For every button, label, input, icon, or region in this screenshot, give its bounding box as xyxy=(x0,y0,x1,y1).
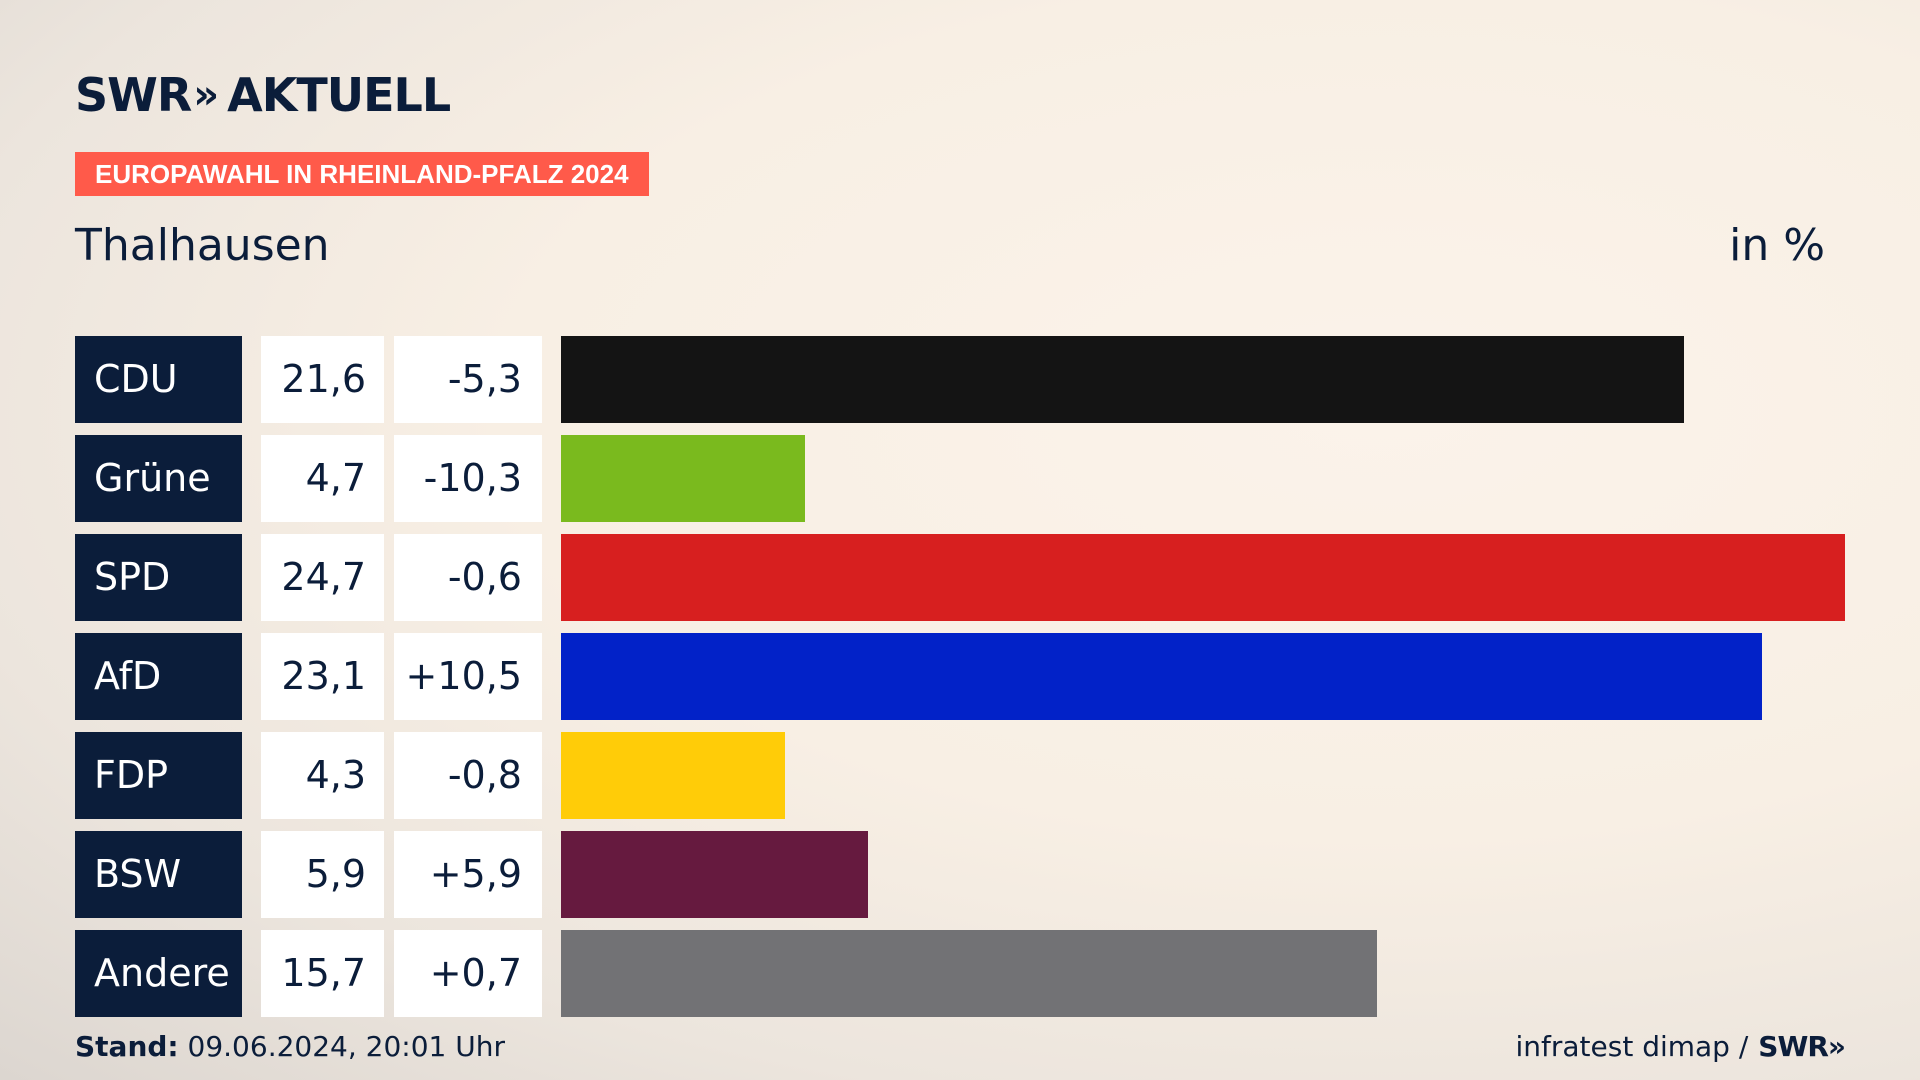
result-row: Andere 15,7 +0,7 xyxy=(75,930,1855,1017)
stand-label: Stand: xyxy=(75,1030,179,1063)
result-row: FDP 4,3 -0,8 xyxy=(75,732,1855,819)
result-row: SPD 24,7 -0,6 xyxy=(75,534,1855,621)
source-text: infratest dimap / xyxy=(1515,1030,1749,1063)
vote-change-label: +10,5 xyxy=(394,633,542,720)
party-label: SPD xyxy=(75,534,242,621)
timestamp: Stand: 09.06.2024, 20:01 Uhr xyxy=(75,1030,505,1063)
party-label: Andere xyxy=(75,930,242,1017)
logo-chevron-icon: » xyxy=(193,72,219,118)
party-label: BSW xyxy=(75,831,242,918)
vote-change-label: -0,6 xyxy=(394,534,542,621)
party-label: CDU xyxy=(75,336,242,423)
vote-change-label: -0,8 xyxy=(394,732,542,819)
logo-swr-text: SWR xyxy=(75,68,192,122)
vote-share-label: 4,3 xyxy=(261,732,384,819)
swr-aktuell-logo: SWR » AKTUELL xyxy=(75,68,451,122)
party-label: AfD xyxy=(75,633,242,720)
result-bar xyxy=(561,336,1684,423)
vote-change-label: -5,3 xyxy=(394,336,542,423)
result-row: CDU 21,6 -5,3 xyxy=(75,336,1855,423)
result-bar xyxy=(561,534,1845,621)
result-bar xyxy=(561,831,868,918)
result-bar xyxy=(561,435,805,522)
vote-change-label: -10,3 xyxy=(394,435,542,522)
election-badge: EUROPAWAHL IN RHEINLAND-PFALZ 2024 xyxy=(75,152,649,196)
vote-share-label: 23,1 xyxy=(261,633,384,720)
vote-share-label: 4,7 xyxy=(261,435,384,522)
vote-change-label: +5,9 xyxy=(394,831,542,918)
stand-value: 09.06.2024, 20:01 Uhr xyxy=(187,1030,505,1063)
result-row: Grüne 4,7 -10,3 xyxy=(75,435,1855,522)
vote-change-label: +0,7 xyxy=(394,930,542,1017)
result-row: BSW 5,9 +5,9 xyxy=(75,831,1855,918)
result-bar xyxy=(561,732,785,819)
region-title: Thalhausen xyxy=(75,220,330,271)
vote-share-label: 5,9 xyxy=(261,831,384,918)
unit-label: in % xyxy=(1729,220,1825,271)
logo-aktuell-text: AKTUELL xyxy=(227,68,451,122)
vote-share-label: 15,7 xyxy=(261,930,384,1017)
result-row: AfD 23,1 +10,5 xyxy=(75,633,1855,720)
source-credit: infratest dimap / SWR» xyxy=(1515,1030,1846,1063)
result-bar xyxy=(561,930,1377,1017)
vote-share-label: 21,6 xyxy=(261,336,384,423)
result-bar xyxy=(561,633,1762,720)
swr-small-logo: SWR» xyxy=(1758,1030,1846,1063)
party-label: Grüne xyxy=(75,435,242,522)
vote-share-label: 24,7 xyxy=(261,534,384,621)
party-label: FDP xyxy=(75,732,242,819)
